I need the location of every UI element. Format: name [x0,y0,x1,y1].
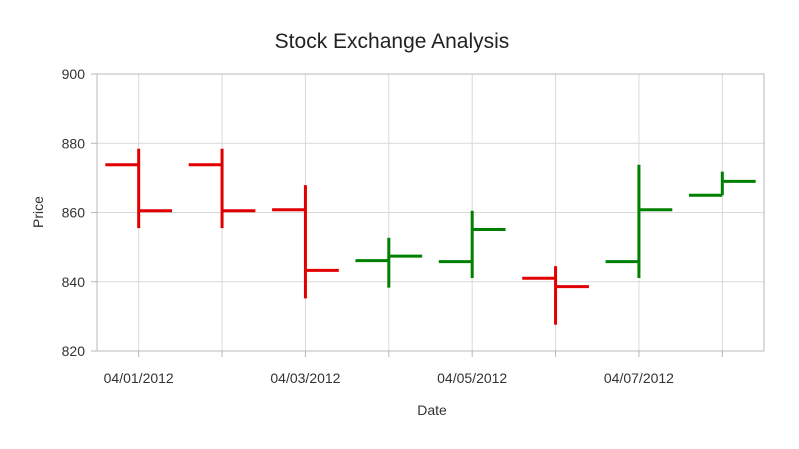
x-tick-label: 04/01/2012 [104,370,174,386]
ohlc-bar [522,266,589,325]
x-tick-label: 04/07/2012 [604,370,674,386]
ohlc-bar [105,148,173,229]
grid [97,73,764,352]
x-axis-title: Date [417,402,447,418]
y-axis: 820 840 860 880 900 [62,66,97,359]
x-tick-label: 04/05/2012 [437,370,507,386]
ohlc-series [105,148,756,325]
x-axis: 04/01/2012 04/03/2012 04/05/2012 04/07/2012 [104,351,723,386]
ohlc-bar [438,210,506,278]
chart-title: Stock Exchange Analysis [275,30,510,53]
ohlc-bar [272,185,339,299]
ohlc-bar [188,148,256,229]
ohlc-bar [688,171,756,197]
x-tick-label: 04/03/2012 [270,370,340,386]
y-tick-label: 840 [62,274,86,290]
y-tick-label: 860 [62,205,86,221]
y-tick-label: 820 [62,343,86,359]
y-axis-title: Price [30,196,46,228]
y-tick-label: 900 [62,66,86,82]
ohlc-bar [355,237,423,288]
ohlc-bar [605,164,673,278]
y-tick-label: 880 [62,135,86,151]
